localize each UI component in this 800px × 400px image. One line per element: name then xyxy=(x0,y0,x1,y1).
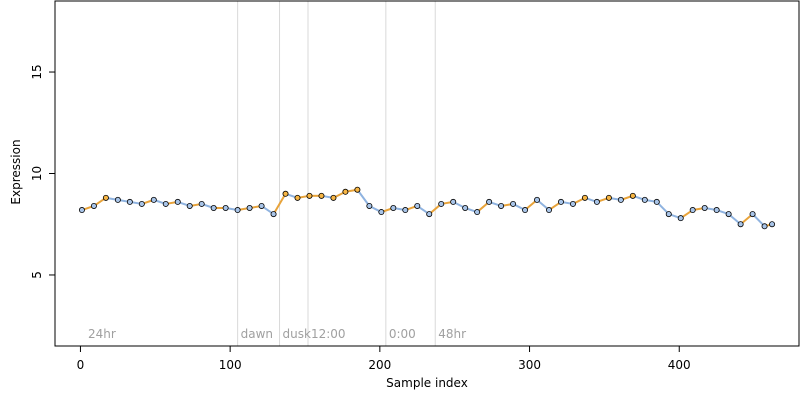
data-point xyxy=(462,204,469,211)
data-point xyxy=(593,198,600,205)
data-point xyxy=(390,204,397,211)
x-axis: 0 100 200 300 400 xyxy=(77,345,691,372)
data-point xyxy=(174,198,181,205)
data-point xyxy=(605,194,612,201)
data-point xyxy=(510,200,517,207)
data-point xyxy=(306,192,313,199)
data-point xyxy=(414,202,421,209)
annotation-lines xyxy=(237,1,436,346)
x-tick-label: 400 xyxy=(668,358,691,372)
data-point xyxy=(330,194,337,201)
y-axis: 5 10 15 xyxy=(30,64,56,279)
data-point xyxy=(246,204,253,211)
y-tick-label: 15 xyxy=(30,64,44,79)
data-point xyxy=(126,198,133,205)
data-point xyxy=(569,200,576,207)
data-point xyxy=(426,211,433,218)
y-axis-title: Expression xyxy=(9,139,23,204)
data-point xyxy=(677,215,684,222)
series-segment xyxy=(356,189,371,207)
data-point xyxy=(366,202,373,209)
x-axis-title: Sample index xyxy=(386,376,468,390)
plot-frame xyxy=(54,0,800,347)
data-point xyxy=(629,192,636,199)
data-point xyxy=(546,207,553,214)
data-point xyxy=(114,196,121,203)
data-point xyxy=(581,194,588,201)
data-point xyxy=(474,209,481,216)
data-point xyxy=(150,196,157,203)
data-point xyxy=(270,211,277,218)
data-point xyxy=(378,209,385,216)
data-point xyxy=(769,221,776,228)
series-segment xyxy=(272,193,287,215)
data-point xyxy=(725,211,732,218)
data-point xyxy=(258,202,265,209)
data-point xyxy=(162,200,169,207)
data-point xyxy=(665,211,672,218)
data-point xyxy=(90,202,97,209)
series-segments xyxy=(81,188,773,228)
data-point xyxy=(653,198,660,205)
y-tick-label: 5 xyxy=(30,271,44,279)
data-point xyxy=(557,198,564,205)
annotation-label: dusk xyxy=(283,327,311,341)
data-point xyxy=(522,207,529,214)
data-point xyxy=(78,207,85,214)
x-tick-label: 200 xyxy=(368,358,391,372)
data-point xyxy=(222,204,229,211)
data-point xyxy=(198,200,205,207)
annotation-labels: 24hr dawn dusk 12:00 0:00 48hr xyxy=(88,327,466,341)
x-tick-label: 300 xyxy=(518,358,541,372)
annotation-label: dawn xyxy=(241,327,273,341)
data-point xyxy=(641,196,648,203)
data-point xyxy=(186,202,193,209)
data-point xyxy=(617,196,624,203)
data-point xyxy=(318,192,325,199)
annotation-label: 0:00 xyxy=(389,327,416,341)
data-point xyxy=(498,202,505,209)
annotation-label: 48hr xyxy=(438,327,466,341)
data-point xyxy=(402,207,409,214)
annotation-label: 24hr xyxy=(88,327,116,341)
data-point xyxy=(354,186,361,193)
data-point xyxy=(701,204,708,211)
x-tick-label: 0 xyxy=(77,358,85,372)
data-point xyxy=(689,207,696,214)
data-point xyxy=(234,207,241,214)
data-point xyxy=(749,211,756,218)
x-tick-label: 100 xyxy=(219,358,242,372)
data-point xyxy=(102,194,109,201)
data-points xyxy=(78,186,776,230)
data-point xyxy=(486,198,493,205)
data-point xyxy=(138,200,145,207)
y-tick-label: 10 xyxy=(30,166,44,181)
data-point xyxy=(713,207,720,214)
data-point xyxy=(282,190,289,197)
annotation-label: 12:00 xyxy=(311,327,346,341)
data-point xyxy=(210,204,217,211)
data-point xyxy=(737,221,744,228)
data-point xyxy=(534,196,541,203)
data-point xyxy=(294,194,301,201)
data-point xyxy=(342,188,349,195)
data-point xyxy=(450,198,457,205)
data-point xyxy=(761,223,768,230)
data-point xyxy=(438,200,445,207)
